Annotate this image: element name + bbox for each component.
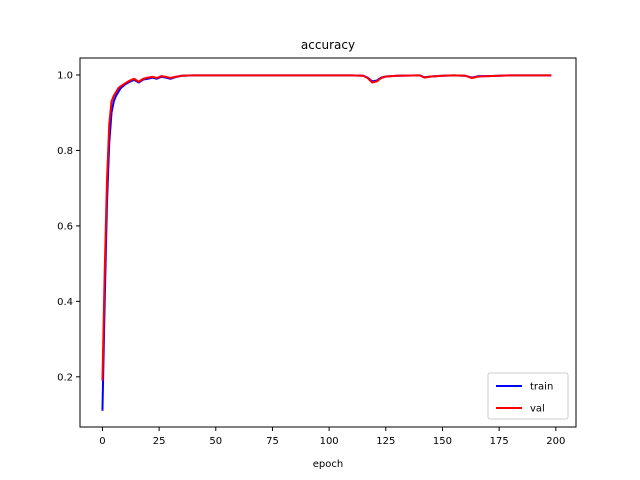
x-tick-label: 175 (490, 436, 509, 447)
x-tick-label: 200 (546, 436, 565, 447)
x-tick-label: 50 (209, 436, 222, 447)
x-tick-label: 150 (433, 436, 452, 447)
x-axis-label: epoch (313, 459, 343, 470)
x-tick-label: 75 (266, 436, 279, 447)
y-tick-label: 1.0 (57, 70, 73, 81)
legend-label-train: train (530, 382, 553, 393)
x-tick-label: 125 (376, 436, 395, 447)
legend-box (487, 372, 569, 420)
x-tick-label: 25 (153, 436, 166, 447)
plot-area (101, 74, 552, 411)
x-tick-label: 0 (99, 436, 105, 447)
chart-title: accuracy (301, 38, 355, 52)
axes: 0 25 50 75 100 125 150 175 200 0.2 0.4 0.6 0.8 1.0 (57, 57, 577, 447)
legend: train val (487, 372, 569, 420)
x-tick-label: 100 (320, 436, 339, 447)
legend-label-val: val (530, 404, 545, 415)
y-tick-label: 0.6 (57, 221, 73, 232)
y-tick-label: 0.2 (57, 372, 73, 383)
y-tick-label: 0.4 (57, 297, 73, 308)
series-line-val (101, 74, 552, 381)
y-tick-label: 0.8 (57, 146, 73, 157)
axes-frame (79, 57, 577, 428)
